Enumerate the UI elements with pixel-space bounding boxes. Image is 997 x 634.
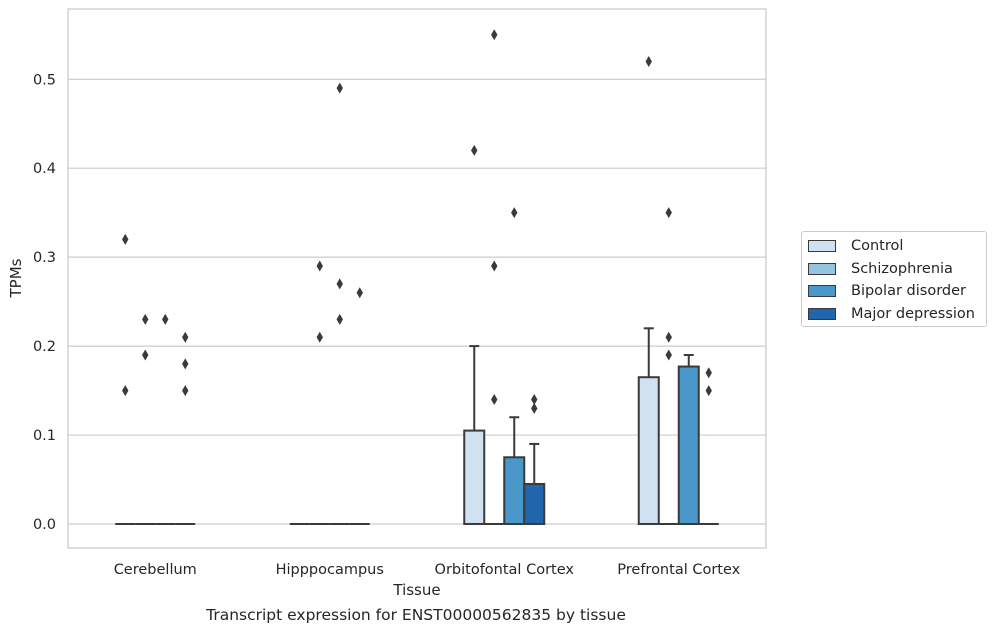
bar-control <box>637 376 660 525</box>
outlier-bipolar-disorder <box>336 82 343 94</box>
outlier-schizophrenia <box>316 260 323 272</box>
x-axis-label: Tissue <box>392 581 440 599</box>
y-tick-label: 0.4 <box>33 161 56 177</box>
bar-control <box>463 429 486 525</box>
legend: Control Schizophrenia Bipolar disorder M… <box>801 231 987 327</box>
legend-item-bipolar-disorder: Bipolar disorder <box>808 280 986 303</box>
plot-frame <box>67 8 767 549</box>
outlier-major-depression <box>705 385 712 397</box>
y-tick-labels: 0.0 0.1 0.2 0.3 0.4 0.5 <box>33 72 56 533</box>
legend-item-major-depression: Major depression <box>808 303 986 326</box>
y-tick-label: 0.0 <box>33 517 56 533</box>
outlier-major-depression <box>531 393 538 405</box>
outlier-schizophrenia <box>142 313 149 325</box>
outlier-schizophrenia <box>316 331 323 343</box>
legend-swatch-schizophrenia <box>808 262 836 275</box>
grid-lines <box>68 78 766 525</box>
outlier-bipolar-disorder <box>336 278 343 290</box>
outlier-control <box>122 233 129 245</box>
outlier-schizophrenia <box>491 393 498 405</box>
outlier-control <box>471 144 478 156</box>
outlier-schizophrenia <box>491 29 498 41</box>
outlier-control <box>645 55 652 67</box>
legend-item-control: Control <box>808 235 986 258</box>
bars <box>115 365 719 525</box>
outlier-schizophrenia <box>665 207 672 219</box>
x-tick-label: Orbitofontal Cortex <box>435 562 575 578</box>
legend-label-schizophrenia: Schizophrenia <box>851 260 953 277</box>
outlier-major-depression <box>356 287 363 299</box>
x-tick-label: Prefrontal Cortex <box>617 562 740 578</box>
outlier-points <box>122 29 712 414</box>
legend-item-schizophrenia: Schizophrenia <box>808 258 986 281</box>
outlier-schizophrenia <box>491 260 498 272</box>
outlier-bipolar-disorder <box>162 313 169 325</box>
outlier-schizophrenia <box>142 349 149 361</box>
outlier-major-depression <box>182 385 189 397</box>
bar-bipolar-disorder <box>677 365 700 525</box>
y-tick-label: 0.3 <box>33 250 56 266</box>
x-tick-label: Hipppocampus <box>276 562 384 578</box>
legend-swatch-bipolar-disorder <box>808 285 836 298</box>
outlier-major-depression <box>531 402 538 414</box>
legend-swatch-control <box>808 240 836 253</box>
outlier-major-depression <box>705 367 712 379</box>
y-axis-label: TPMs <box>7 258 25 298</box>
legend-label-control: Control <box>851 238 904 255</box>
y-tick-label: 0.2 <box>33 339 56 355</box>
legend-label-bipolar-disorder: Bipolar disorder <box>851 283 966 300</box>
bar-major-depression <box>523 482 546 525</box>
x-tick-labels: Cerebellum Hipppocampus Orbitofontal Corte… <box>114 562 741 578</box>
chart-caption: Transcript expression for ENST0000056283… <box>206 606 626 624</box>
outlier-bipolar-disorder <box>511 207 518 219</box>
outlier-bipolar-disorder <box>336 313 343 325</box>
x-tick-label: Cerebellum <box>114 562 197 578</box>
legend-label-major-depression: Major depression <box>851 305 975 322</box>
outlier-control <box>122 385 129 397</box>
outlier-schizophrenia <box>665 331 672 343</box>
y-tick-label: 0.1 <box>33 428 56 444</box>
legend-swatch-major-depression <box>808 307 836 320</box>
outlier-schizophrenia <box>665 349 672 361</box>
y-tick-label: 0.5 <box>33 72 56 88</box>
outlier-major-depression <box>182 358 189 370</box>
bar-bipolar-disorder <box>503 456 526 525</box>
outlier-major-depression <box>182 331 189 343</box>
error-bars <box>469 327 694 484</box>
